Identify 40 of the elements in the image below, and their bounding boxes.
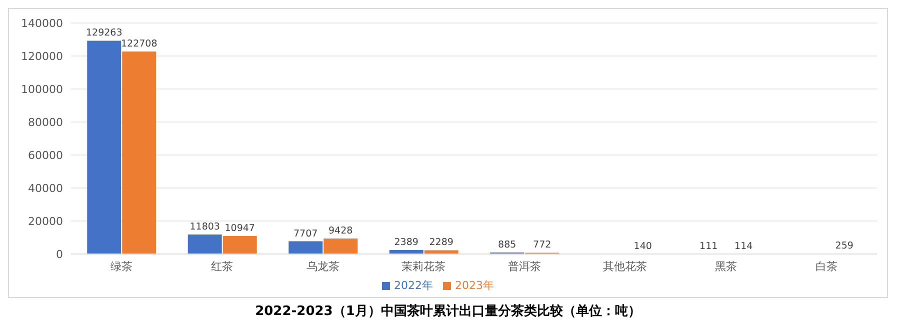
y-tick-label: 0 [56, 248, 63, 261]
bar [87, 40, 122, 254]
text: 2022-2023（1月）中国茶叶累计出口量分茶类比较（单位：吨） [254, 303, 642, 320]
y-tick-label: 120000 [21, 50, 63, 63]
y-tick-label: 20000 [28, 214, 63, 228]
y-tick-label: 60000 [28, 148, 63, 162]
bar [188, 234, 222, 254]
data-label: 7707 [294, 228, 318, 240]
y-tick-label: 40000 [28, 182, 63, 195]
x-tick-label: 白茶 [816, 260, 838, 273]
data-label: 129263 [86, 28, 122, 39]
legend-label: 2022年 [394, 279, 433, 292]
data-label: 885 [498, 240, 516, 251]
x-tick-label: 普洱茶 [508, 260, 541, 273]
y-tick-label: 100000 [21, 82, 63, 96]
legend-label: 2023年 [455, 279, 494, 292]
x-tick-label: 黑茶 [714, 260, 737, 273]
x-tick-label: 乌龙茶 [306, 260, 340, 273]
data-label: 140 [634, 240, 652, 252]
bar [324, 238, 358, 254]
x-tick-label: 红茶 [211, 260, 234, 273]
data-label: 2389 [394, 237, 418, 248]
data-label: 2289 [429, 237, 454, 248]
data-label: 9428 [328, 225, 353, 236]
bar [424, 250, 458, 254]
bar [222, 236, 257, 254]
x-tick-label: 绿茶 [110, 260, 132, 273]
data-label: 772 [533, 240, 552, 251]
data-label: 11803 [190, 222, 220, 233]
data-label: 10947 [224, 222, 255, 234]
bar [122, 52, 156, 254]
bar [288, 241, 323, 254]
x-tick-label: 茉莉花茶 [402, 260, 446, 273]
data-label: 111 [700, 240, 718, 252]
x-tick-label: 其他花茶 [603, 260, 648, 273]
data-label: 114 [734, 240, 753, 252]
data-label: 122708 [120, 38, 158, 50]
data-label: 259 [835, 240, 854, 252]
y-tick-label: 140000 [21, 16, 63, 30]
y-tick-label: 80000 [28, 116, 63, 129]
